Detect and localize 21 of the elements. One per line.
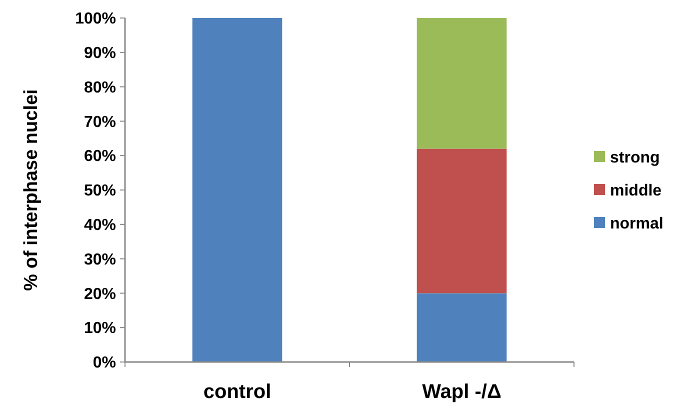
y-tick-label: 20% xyxy=(84,286,116,303)
bar xyxy=(416,148,507,294)
y-tick-label: 0% xyxy=(92,354,116,372)
y-tick-label: 90% xyxy=(84,45,116,62)
bar xyxy=(192,18,282,362)
x-tick-label: control xyxy=(203,381,272,403)
y-tick-label: 100% xyxy=(75,10,116,28)
y-tick-label: 80% xyxy=(84,79,116,96)
y-tick-label: 10% xyxy=(84,320,116,338)
y-tick-label: 60% xyxy=(84,148,116,166)
y-axis-title: % of interphase nuclei xyxy=(21,89,42,291)
y-tick-label: 50% xyxy=(84,182,116,200)
bar xyxy=(416,293,507,362)
x-tick-label: Wapl -/Δ xyxy=(422,381,502,403)
legend-label: middle xyxy=(610,182,662,200)
bar xyxy=(416,18,507,149)
y-tick-label: 70% xyxy=(84,114,116,131)
legend-label: normal xyxy=(610,216,664,233)
y-tick-label: 30% xyxy=(84,251,116,268)
y-tick-label: 40% xyxy=(84,217,116,234)
legend-label: strong xyxy=(610,150,660,167)
